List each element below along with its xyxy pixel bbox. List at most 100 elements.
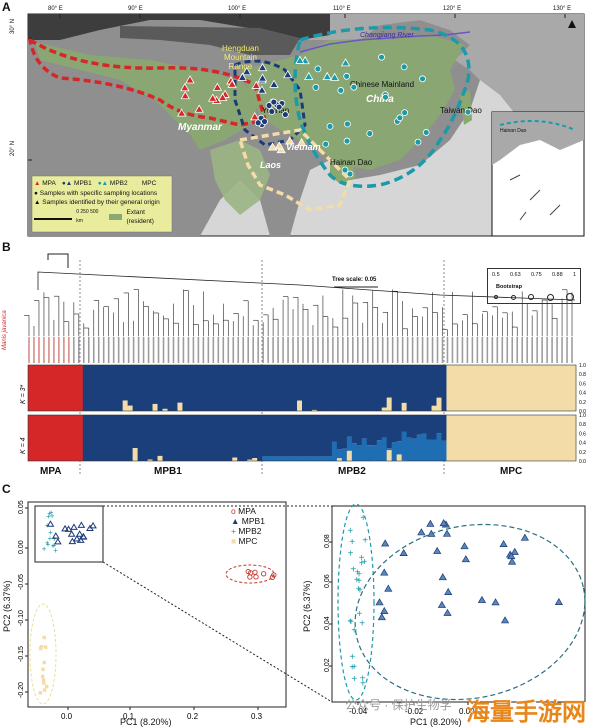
right-plot-frame xyxy=(331,505,586,703)
sample-label xyxy=(237,337,240,363)
sample-label xyxy=(446,337,449,363)
structure-bar xyxy=(77,365,84,411)
structure-bar xyxy=(501,415,507,461)
sample-label xyxy=(222,337,225,363)
pca-legend: o MPA ▲ MPB1 + MPB2 ■ MPC xyxy=(231,506,265,546)
structure-bar xyxy=(436,433,442,461)
structure-bar xyxy=(162,408,168,411)
sample-label xyxy=(212,337,215,363)
sample-label xyxy=(516,337,519,363)
lon-label-130: 130° E xyxy=(553,6,572,12)
mpa-marker xyxy=(212,82,223,91)
mpb2-marker xyxy=(419,75,426,83)
structure-bar xyxy=(346,450,353,461)
structure-bar xyxy=(336,458,343,461)
structure-bar xyxy=(376,440,383,461)
pca-plots: 0.0 0.1 0.2 0.3 0.05 0.00 -0.05 -0.10 -0.15 -0.20… xyxy=(18,500,586,721)
mpb2-point: + xyxy=(52,534,57,543)
mpb2-marker xyxy=(314,65,322,73)
structure-bar xyxy=(227,415,233,461)
mpb2-point: + xyxy=(360,674,366,685)
structure-bar xyxy=(386,365,393,398)
structure-bar xyxy=(476,415,482,461)
sample-label xyxy=(556,337,558,363)
structure-bar xyxy=(187,415,193,461)
structure-bar xyxy=(52,365,59,411)
sample-label xyxy=(471,337,474,363)
mpa-marker xyxy=(194,104,204,113)
mpb1-point xyxy=(380,606,389,614)
mpb1-point xyxy=(79,533,88,540)
structure-bar xyxy=(167,415,173,461)
structure-bar xyxy=(536,365,542,411)
structure-bar xyxy=(97,365,104,411)
pca-legend-mpa: o MPA xyxy=(231,506,256,516)
structure-bar xyxy=(107,365,114,411)
left-plot-frame xyxy=(27,501,287,708)
sample-label xyxy=(451,337,454,363)
structure-bar xyxy=(421,433,427,461)
structure-bar xyxy=(441,415,447,441)
structure-bar xyxy=(476,365,482,411)
sample-label xyxy=(302,337,304,363)
structure-tick: 1.0 xyxy=(579,363,586,369)
sample-label xyxy=(426,337,429,363)
structure-bar xyxy=(217,365,223,411)
structure-bar xyxy=(311,409,318,411)
structure-tick: 0.6 xyxy=(579,431,586,437)
sample-label xyxy=(361,337,364,363)
mpb1-point xyxy=(438,573,447,581)
structure-bar xyxy=(391,442,398,461)
mpb1-marker xyxy=(265,102,273,109)
structure-bar xyxy=(142,415,148,461)
sample-label xyxy=(287,337,289,363)
sample-label xyxy=(541,337,543,363)
structure-bar xyxy=(37,415,44,461)
structure-bar xyxy=(167,365,173,411)
mpb2-point: + xyxy=(351,625,357,636)
mpb2-point: + xyxy=(357,586,363,597)
structure-bar xyxy=(177,402,183,411)
structure-bar xyxy=(346,365,353,411)
lon-label-80: 80° E xyxy=(48,6,63,12)
left-ytick-label: -0.15 xyxy=(18,646,25,662)
structure-bar xyxy=(401,365,408,403)
mpb2-point: + xyxy=(45,521,50,530)
structure-bar xyxy=(132,365,138,411)
structure-bar xyxy=(321,415,328,457)
structure-bar xyxy=(396,415,403,442)
mpc-point xyxy=(41,678,46,682)
structure-bar xyxy=(401,431,408,461)
structure-bar xyxy=(247,459,253,461)
structure-bar xyxy=(396,454,403,461)
structure-bar xyxy=(346,436,353,451)
structure-bar xyxy=(321,456,328,461)
structure-bar xyxy=(541,365,547,411)
bootstrap-circles xyxy=(494,293,574,301)
mpb1-point xyxy=(443,608,452,616)
sample-label xyxy=(491,337,494,363)
mpb2-marker xyxy=(422,129,430,136)
mpb2-marker xyxy=(322,140,330,148)
mpc-point xyxy=(38,646,43,651)
structure-bar xyxy=(117,415,124,461)
structure-tick: 0.8 xyxy=(579,422,586,428)
structure-bar xyxy=(182,365,188,411)
sample-label xyxy=(107,337,110,363)
structure-bar xyxy=(37,365,44,411)
structure-bar xyxy=(57,365,64,411)
mpb1-marker xyxy=(270,98,278,106)
structure-bar xyxy=(381,437,388,461)
structure-bar xyxy=(152,365,158,404)
mpb2-point: + xyxy=(362,557,368,568)
mpb1-point xyxy=(377,613,386,621)
structure-bar xyxy=(381,365,388,408)
inset-label: Hainan Dao xyxy=(500,128,527,134)
structure-bar xyxy=(506,415,512,461)
structure-bar xyxy=(316,365,323,411)
structure-bar xyxy=(546,415,552,461)
mpc-marker xyxy=(285,136,295,145)
structure-bar xyxy=(232,457,238,461)
mpb2-marker xyxy=(366,130,374,137)
mpc-marker xyxy=(296,137,307,147)
